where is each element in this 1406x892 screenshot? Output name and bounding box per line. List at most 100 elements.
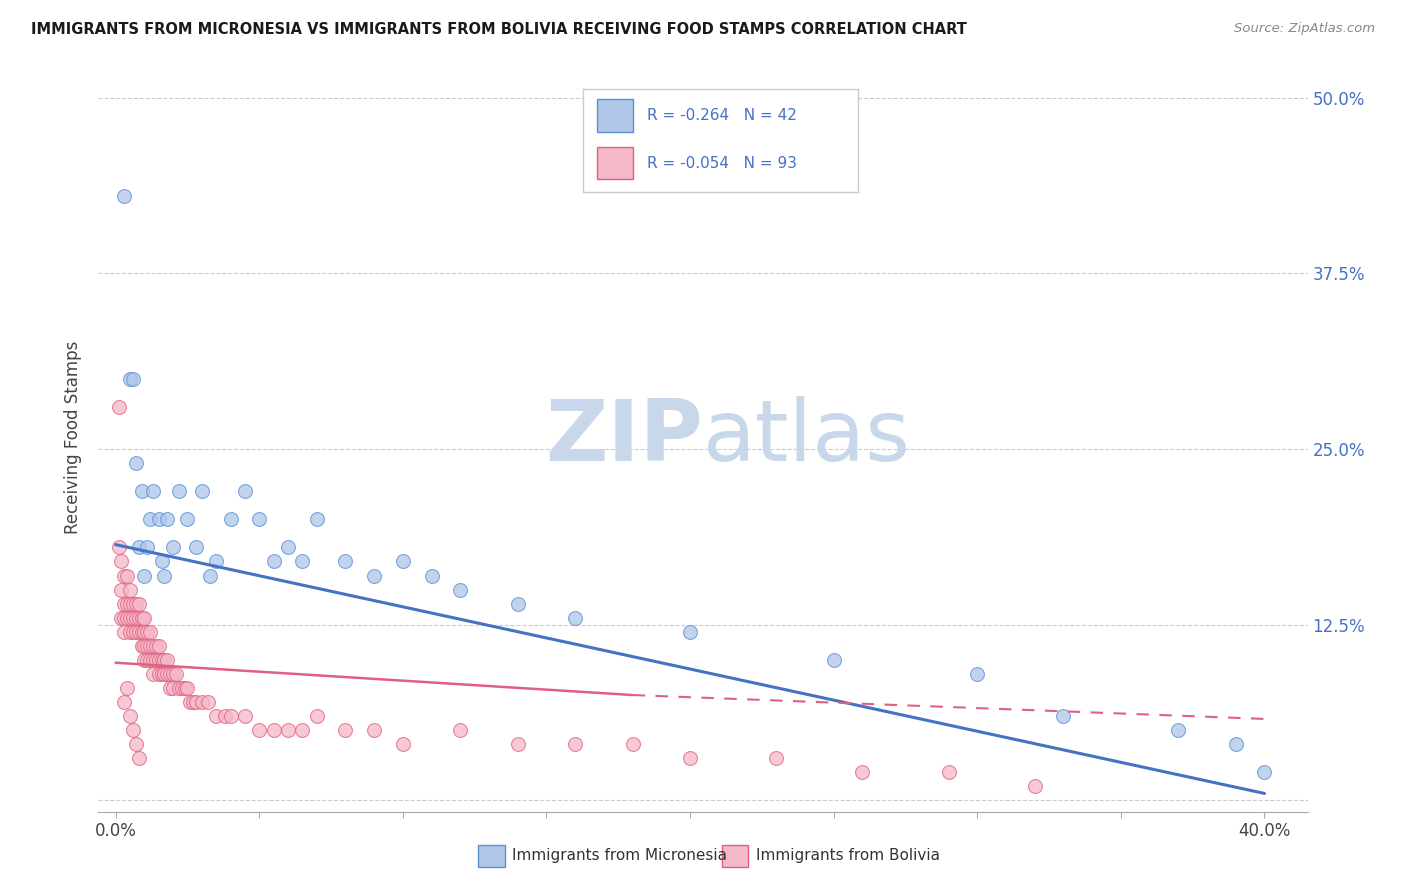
Point (200, 568, 222, 582)
Point (197, 695, 219, 709)
Point (167, 484, 190, 499)
Point (449, 723, 471, 738)
Point (966, 667, 988, 681)
Point (139, 624, 162, 639)
Point (131, 484, 153, 499)
Text: Immigrants from Micronesia: Immigrants from Micronesia (512, 848, 727, 863)
Point (148, 512, 170, 526)
Point (162, 541, 184, 555)
Point (112, 611, 135, 625)
Point (305, 709, 328, 723)
Point (150, 667, 173, 681)
Point (134, 611, 156, 625)
Point (363, 568, 385, 582)
Point (139, 653, 162, 667)
Point (1024, 780, 1046, 794)
Point (134, 639, 156, 653)
Point (247, 723, 270, 738)
Point (1253, 765, 1275, 780)
Point (1167, 723, 1189, 738)
Point (128, 751, 150, 765)
Point (110, 582, 132, 597)
Point (851, 765, 873, 780)
Point (122, 597, 145, 611)
Point (205, 709, 228, 723)
Point (122, 723, 145, 738)
Point (153, 568, 176, 582)
Point (263, 723, 285, 738)
Point (392, 554, 415, 568)
Point (176, 681, 198, 695)
Point (128, 611, 150, 625)
Point (145, 653, 167, 667)
Point (162, 681, 184, 695)
Point (219, 709, 242, 723)
Point (167, 681, 190, 695)
Point (150, 554, 173, 568)
Point (156, 512, 179, 526)
Point (128, 597, 150, 611)
Point (335, 554, 357, 568)
Point (170, 681, 193, 695)
Point (179, 695, 201, 709)
Point (115, 611, 138, 625)
Point (159, 667, 181, 681)
Text: R = -0.264   N = 42: R = -0.264 N = 42 (647, 108, 796, 123)
Bar (723, 846, 748, 867)
Point (107, 541, 129, 555)
Point (118, 611, 141, 625)
Point (128, 541, 150, 555)
Text: Source: ZipAtlas.com: Source: ZipAtlas.com (1234, 22, 1375, 36)
Point (214, 709, 236, 723)
Text: IMMIGRANTS FROM MICRONESIA VS IMMIGRANTS FROM BOLIVIA RECEIVING FOOD STAMPS CORR: IMMIGRANTS FROM MICRONESIA VS IMMIGRANTS… (31, 22, 967, 37)
Point (118, 597, 141, 611)
Bar (598, 146, 633, 179)
Point (506, 597, 529, 611)
Point (233, 484, 256, 499)
Point (150, 653, 173, 667)
Point (277, 541, 299, 555)
Point (125, 456, 148, 470)
Bar (598, 99, 633, 132)
Point (621, 737, 644, 751)
Point (191, 695, 214, 709)
Text: Immigrants from Bolivia: Immigrants from Bolivia (755, 848, 939, 863)
Point (184, 541, 207, 555)
Point (131, 624, 153, 639)
Point (134, 568, 156, 582)
Point (148, 639, 170, 653)
Point (110, 554, 132, 568)
Point (131, 611, 153, 625)
Point (205, 554, 228, 568)
Point (679, 624, 702, 639)
Point (1225, 737, 1247, 751)
Point (118, 372, 141, 386)
Point (115, 681, 138, 695)
Point (153, 667, 176, 681)
Point (181, 695, 204, 709)
Point (139, 512, 162, 526)
Point (115, 597, 138, 611)
Point (247, 512, 270, 526)
Point (148, 653, 170, 667)
Point (277, 723, 299, 738)
Point (112, 624, 135, 639)
Point (156, 653, 179, 667)
Point (125, 611, 148, 625)
Point (148, 667, 170, 681)
Point (118, 582, 141, 597)
Point (107, 400, 129, 414)
Point (136, 653, 159, 667)
Point (291, 723, 314, 738)
Point (162, 667, 184, 681)
Point (131, 639, 153, 653)
Point (136, 541, 159, 555)
Point (564, 611, 586, 625)
Point (184, 695, 207, 709)
Point (125, 624, 148, 639)
Point (110, 611, 132, 625)
Point (449, 582, 471, 597)
Point (134, 624, 156, 639)
Point (145, 639, 167, 653)
Point (392, 737, 415, 751)
